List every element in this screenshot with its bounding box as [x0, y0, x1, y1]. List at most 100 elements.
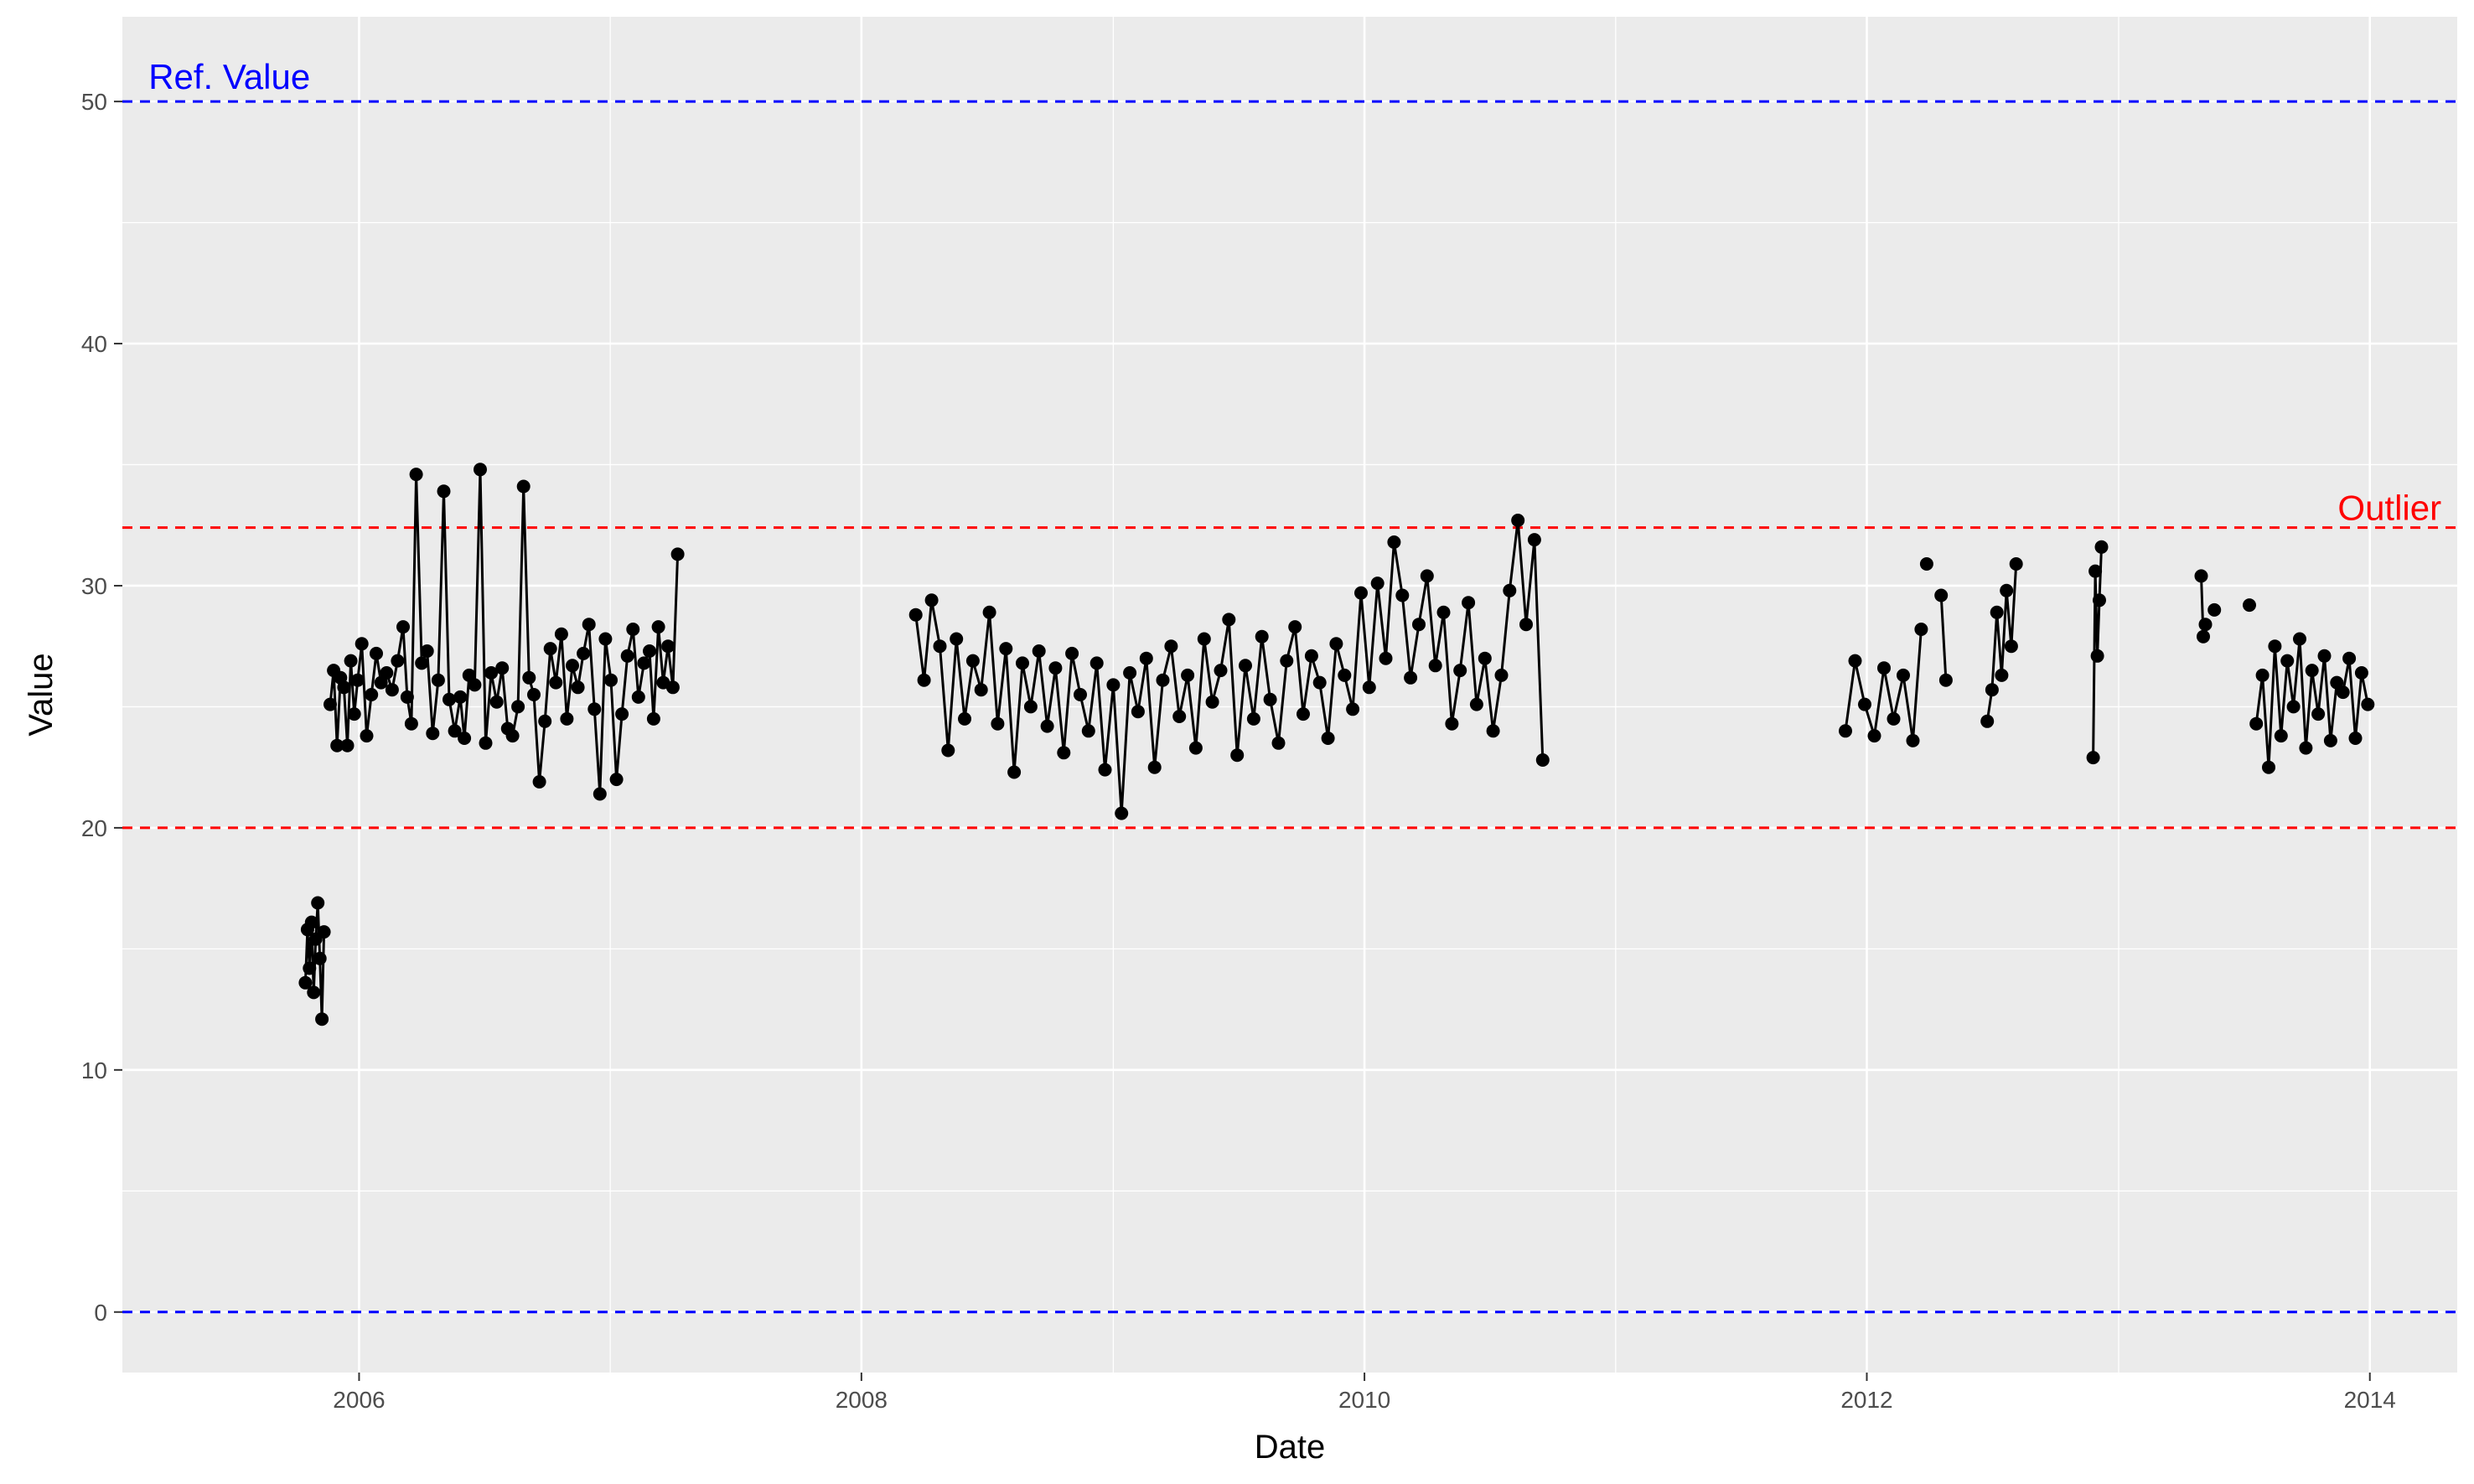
data-point [337, 680, 351, 695]
y-axis-ticks: 0 10 20 30 40 50 [81, 89, 122, 1326]
data-point [631, 690, 645, 704]
data-point [1131, 705, 1145, 719]
data-point [1395, 588, 1410, 602]
data-point [1115, 806, 1129, 820]
x-tick-label: 2008 [836, 1387, 888, 1413]
plot-panel [122, 17, 2457, 1373]
data-point [404, 716, 418, 731]
data-point [1858, 697, 1871, 711]
series-line [329, 468, 680, 795]
data-point [437, 484, 451, 499]
data-point [317, 925, 331, 939]
data-point [1906, 733, 1920, 747]
data-point [380, 666, 394, 680]
data-point [999, 642, 1013, 656]
data-point [598, 632, 613, 646]
data-point [330, 738, 344, 752]
data-point [1048, 661, 1063, 675]
data-point [307, 985, 321, 1000]
data-point [982, 605, 996, 619]
data-point [311, 896, 325, 910]
x-tick-label: 2006 [333, 1387, 385, 1413]
annotation-label: Ref. Value [148, 57, 310, 96]
data-point [566, 659, 579, 673]
data-point [609, 773, 624, 787]
data-point [360, 729, 374, 743]
data-point [670, 547, 685, 561]
x-axis-ticks: 2006 2008 2010 2012 2014 [333, 1373, 2396, 1413]
data-point [426, 726, 440, 741]
data-point [511, 700, 525, 714]
annotation-label: Outlier [2337, 489, 2441, 528]
data-point [615, 707, 629, 721]
data-point [554, 627, 568, 641]
data-point [365, 688, 379, 701]
data-point [1239, 659, 1252, 673]
x-tick-label: 2010 [1338, 1387, 1390, 1413]
data-point [2330, 675, 2344, 690]
data-point [1938, 673, 1953, 687]
data-point [1263, 692, 1277, 706]
data-point [2255, 668, 2270, 682]
y-tick-label: 20 [81, 815, 107, 841]
data-point [1214, 664, 1228, 678]
data-point [1839, 724, 1852, 738]
data-point [2348, 732, 2363, 745]
data-point [1445, 716, 1459, 731]
data-point [643, 644, 656, 658]
data-point [908, 608, 923, 622]
data-point [298, 975, 313, 990]
data-point [458, 732, 472, 745]
data-point [1985, 683, 1999, 697]
data-point [448, 724, 462, 738]
data-point [571, 680, 585, 695]
data-point [1494, 668, 1509, 682]
reference-lines [122, 100, 2457, 1314]
series-points [298, 463, 2375, 1026]
data-point [1887, 711, 1901, 726]
data-point [1321, 732, 1335, 745]
data-point [1297, 707, 1310, 721]
data-point [543, 642, 557, 656]
data-point [313, 951, 327, 965]
data-point [1420, 569, 1434, 583]
data-point [1897, 668, 1910, 682]
data-point [1089, 656, 1104, 670]
y-tick-label: 50 [81, 89, 107, 115]
data-point [1156, 673, 1170, 687]
data-point [1535, 753, 1550, 767]
data-point [1412, 618, 1426, 632]
data-point [1934, 588, 1949, 602]
data-point [1354, 586, 1368, 600]
data-point [340, 738, 355, 752]
data-point [950, 632, 964, 646]
data-point [495, 661, 510, 675]
data-point [917, 673, 931, 687]
data-point [1914, 623, 1928, 636]
data-point [2323, 733, 2337, 747]
data-point [965, 654, 980, 668]
data-point [1172, 710, 1187, 723]
data-point [1304, 649, 1318, 663]
data-point [1404, 670, 1418, 685]
data-point [2207, 602, 2222, 617]
data-point [2090, 649, 2104, 663]
data-point [1164, 639, 1178, 654]
data-point [1877, 661, 1891, 675]
data-point [1106, 678, 1121, 692]
data-point [1527, 533, 1541, 547]
data-point [350, 673, 365, 687]
data-point [374, 675, 388, 690]
data-point [2194, 569, 2208, 583]
data-point [646, 711, 660, 726]
data-point [532, 775, 546, 789]
data-point [1197, 632, 1211, 646]
data-point [453, 690, 468, 704]
data-point [1436, 605, 1451, 619]
data-point [1230, 748, 1245, 763]
data-point [1280, 654, 1294, 668]
data-point [1462, 596, 1476, 610]
data-point [443, 692, 456, 706]
data-point [1370, 577, 1385, 591]
data-point [474, 463, 487, 477]
